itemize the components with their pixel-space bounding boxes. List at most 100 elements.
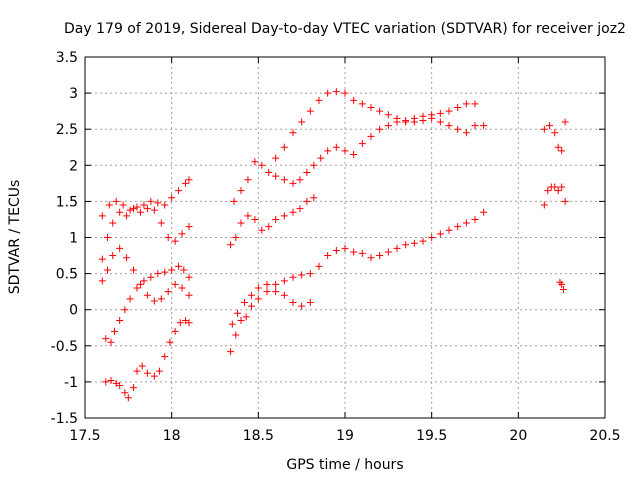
data-point: [554, 143, 562, 151]
data-point: [147, 197, 155, 205]
data-point: [384, 122, 392, 130]
data-point: [358, 100, 366, 108]
series-track-c: [98, 244, 193, 305]
data-point: [136, 208, 144, 216]
data-point: [471, 100, 479, 108]
data-point: [410, 114, 418, 122]
data-point: [289, 208, 297, 216]
data-point: [341, 147, 349, 155]
data-point: [384, 111, 392, 119]
data-point: [150, 206, 158, 214]
data-point: [445, 226, 453, 234]
data-point: [462, 129, 470, 137]
data-point: [280, 143, 288, 151]
data-point: [289, 179, 297, 187]
x-axis-label: GPS time / hours: [286, 457, 403, 473]
data-point: [402, 241, 410, 249]
data-point: [130, 266, 138, 274]
data-point: [185, 273, 193, 281]
data-point: [303, 169, 311, 177]
data-point: [150, 297, 158, 305]
data-point: [161, 201, 169, 209]
data-point: [140, 201, 148, 209]
data-point: [247, 302, 255, 310]
data-point: [265, 223, 273, 231]
data-point: [254, 284, 262, 292]
y-tick-label: 1.5: [56, 194, 78, 210]
data-point: [310, 161, 318, 169]
series-track-j: [272, 88, 479, 162]
data-point: [232, 331, 240, 339]
data-point: [263, 288, 271, 296]
data-point: [558, 183, 566, 191]
data-point: [102, 335, 110, 343]
data-point: [546, 122, 554, 130]
data-point: [315, 262, 323, 270]
y-tick-label: 0: [69, 303, 78, 319]
data-point: [124, 394, 132, 402]
data-point: [272, 172, 280, 180]
data-point: [350, 96, 358, 104]
y-tick-label: 0.5: [56, 267, 78, 283]
data-point: [230, 197, 238, 205]
data-point: [265, 169, 273, 177]
data-point: [445, 107, 453, 115]
data-point: [471, 215, 479, 223]
data-point: [161, 353, 169, 361]
data-point: [462, 219, 470, 227]
data-point: [367, 104, 375, 112]
data-point: [140, 277, 148, 285]
data-point: [237, 219, 245, 227]
series-track-m: [556, 278, 567, 293]
data-point: [332, 246, 340, 254]
data-point: [559, 285, 567, 293]
data-point: [227, 348, 235, 356]
y-tick-label: 2.5: [56, 122, 78, 138]
data-point: [104, 266, 112, 274]
data-point: [242, 313, 250, 321]
data-point: [272, 215, 280, 223]
series-track-a: [102, 317, 193, 402]
data-point: [164, 288, 172, 296]
data-point: [367, 254, 375, 262]
data-point: [168, 266, 176, 274]
data-point: [251, 158, 259, 166]
y-tick-label: -1: [64, 375, 78, 391]
data-point: [367, 132, 375, 140]
data-point: [296, 176, 304, 184]
data-point: [110, 327, 118, 335]
data-point: [428, 234, 436, 241]
data-point: [123, 254, 131, 262]
data-point: [121, 389, 129, 397]
y-tick-label: -0.5: [51, 339, 78, 355]
data-point: [561, 118, 569, 126]
data-point: [178, 284, 186, 292]
data-point: [428, 111, 436, 119]
data-point: [445, 122, 453, 130]
data-point: [296, 205, 304, 213]
data-point: [102, 378, 110, 386]
data-point: [289, 298, 297, 306]
data-point: [119, 201, 127, 209]
data-point: [237, 187, 245, 195]
data-point: [436, 118, 444, 126]
data-point: [471, 122, 479, 130]
data-point: [324, 147, 332, 155]
data-point: [107, 376, 115, 384]
data-point: [254, 295, 262, 303]
data-point: [263, 280, 271, 288]
data-point: [454, 104, 462, 112]
data-point: [247, 291, 255, 299]
data-point: [298, 271, 306, 279]
data-point: [551, 129, 559, 137]
data-point: [143, 369, 151, 377]
data-point: [116, 382, 124, 390]
data-point: [272, 288, 280, 296]
data-point: [317, 154, 325, 162]
data-point: [123, 212, 131, 220]
data-point: [130, 205, 138, 213]
data-point: [171, 327, 179, 335]
data-point: [185, 223, 193, 231]
data-point: [133, 367, 141, 375]
